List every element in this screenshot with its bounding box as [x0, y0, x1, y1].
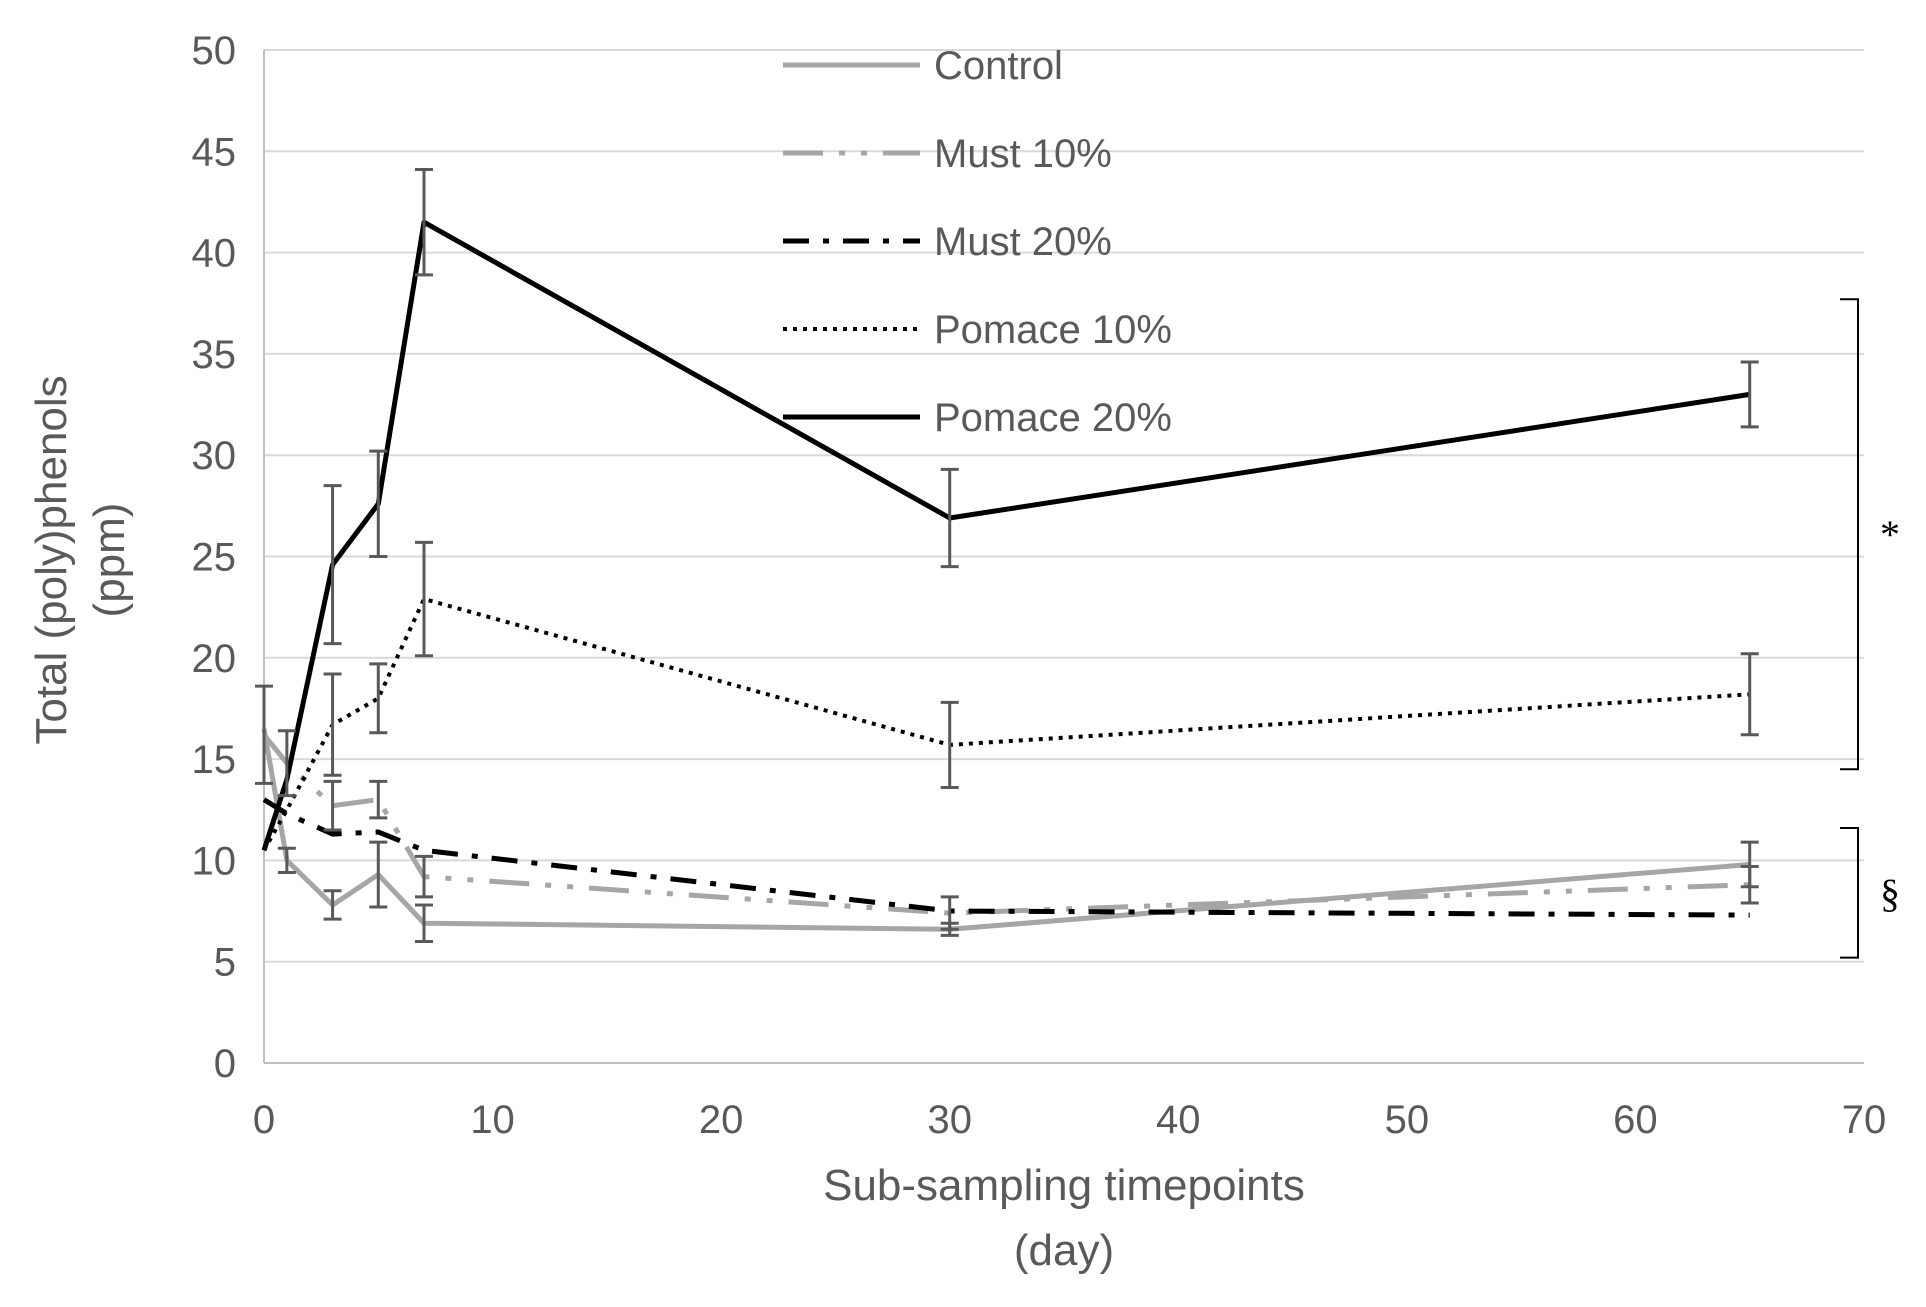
legend-label: Must 20% [934, 220, 1112, 264]
x-tick-label: 20 [699, 1098, 744, 1142]
error-bar [940, 467, 959, 569]
error-bars [255, 168, 1759, 943]
error-bar [255, 684, 273, 785]
x-tick-label: 70 [1842, 1098, 1887, 1142]
significance-label: * [1880, 512, 1900, 557]
error-bar [323, 779, 342, 832]
x-tick-label: 0 [253, 1098, 275, 1142]
legend-item: Must 10% [783, 132, 1112, 176]
gridlines [264, 49, 1864, 963]
error-bar [323, 889, 342, 921]
error-bar [415, 168, 433, 277]
error-bar [323, 672, 342, 777]
x-tick-label: 10 [470, 1098, 515, 1142]
legend-item: Control [783, 44, 1063, 88]
error-bar [369, 662, 388, 735]
y-tick-label: 5 [214, 941, 236, 985]
axes [263, 50, 1864, 1064]
error-bar [1740, 652, 1759, 737]
y-tick-labels: 0 5 10 15 20 25 30 35 40 45 50 [192, 29, 237, 1086]
y-tick-label: 15 [192, 738, 237, 782]
y-tick-label: 50 [192, 29, 237, 73]
error-bar [415, 903, 433, 943]
error-bar [369, 779, 388, 820]
legend-label: Must 10% [934, 132, 1112, 176]
legend-item: Pomace 20% [783, 396, 1172, 440]
error-bar [277, 729, 296, 798]
series-line-must-20- [262, 797, 1750, 918]
error-bar [369, 449, 388, 558]
error-bar [1740, 360, 1759, 429]
error-bar [369, 840, 388, 909]
error-bar [323, 484, 342, 646]
y-tick-label: 35 [192, 333, 237, 377]
legend-item: Pomace 10% [783, 308, 1172, 352]
error-bar [1740, 864, 1759, 905]
y-tick-label: 40 [192, 232, 237, 276]
x-tick-label: 40 [1156, 1098, 1201, 1142]
x-tick-label: 60 [1613, 1098, 1658, 1142]
y-tick-label: 10 [192, 839, 237, 883]
y-tick-label: 25 [192, 536, 237, 580]
x-tick-label: 50 [1385, 1098, 1430, 1142]
y-tick-label: 30 [192, 434, 237, 478]
legend-label: Control [934, 44, 1063, 88]
legend: Control Must 10% Must 20% Pomace 10% Pomace … [783, 44, 1172, 440]
significance-brackets: *§ [1840, 298, 1900, 959]
significance-label: § [1880, 871, 1900, 916]
x-axis-title-line-1: Sub-sampling timepoints [823, 1161, 1305, 1210]
error-bar [940, 700, 959, 789]
error-bar [415, 854, 433, 899]
legend-label: Pomace 20% [934, 396, 1172, 440]
series-line-pomace-10- [262, 597, 1750, 852]
significance-bracket [1840, 298, 1859, 771]
legend-item: Must 20% [783, 220, 1112, 264]
y-axis-title-line-1: Total (poly)phenols [27, 375, 76, 744]
y-tick-label: 0 [214, 1042, 236, 1086]
y-axis-title-line-2: (ppm) [85, 503, 134, 618]
x-tick-label: 30 [927, 1098, 972, 1142]
error-bar [277, 846, 296, 875]
x-axis-title-line-2: (day) [1014, 1226, 1114, 1275]
x-tick-labels: 0 10 20 30 40 50 60 70 [253, 1098, 1886, 1142]
series-line-must-10- [262, 733, 1750, 916]
y-tick-label: 20 [192, 637, 237, 681]
error-bar [940, 895, 959, 931]
significance-bracket [1840, 826, 1859, 959]
y-tick-label: 45 [192, 130, 237, 174]
error-bar [415, 540, 433, 658]
legend-label: Pomace 10% [934, 308, 1172, 352]
